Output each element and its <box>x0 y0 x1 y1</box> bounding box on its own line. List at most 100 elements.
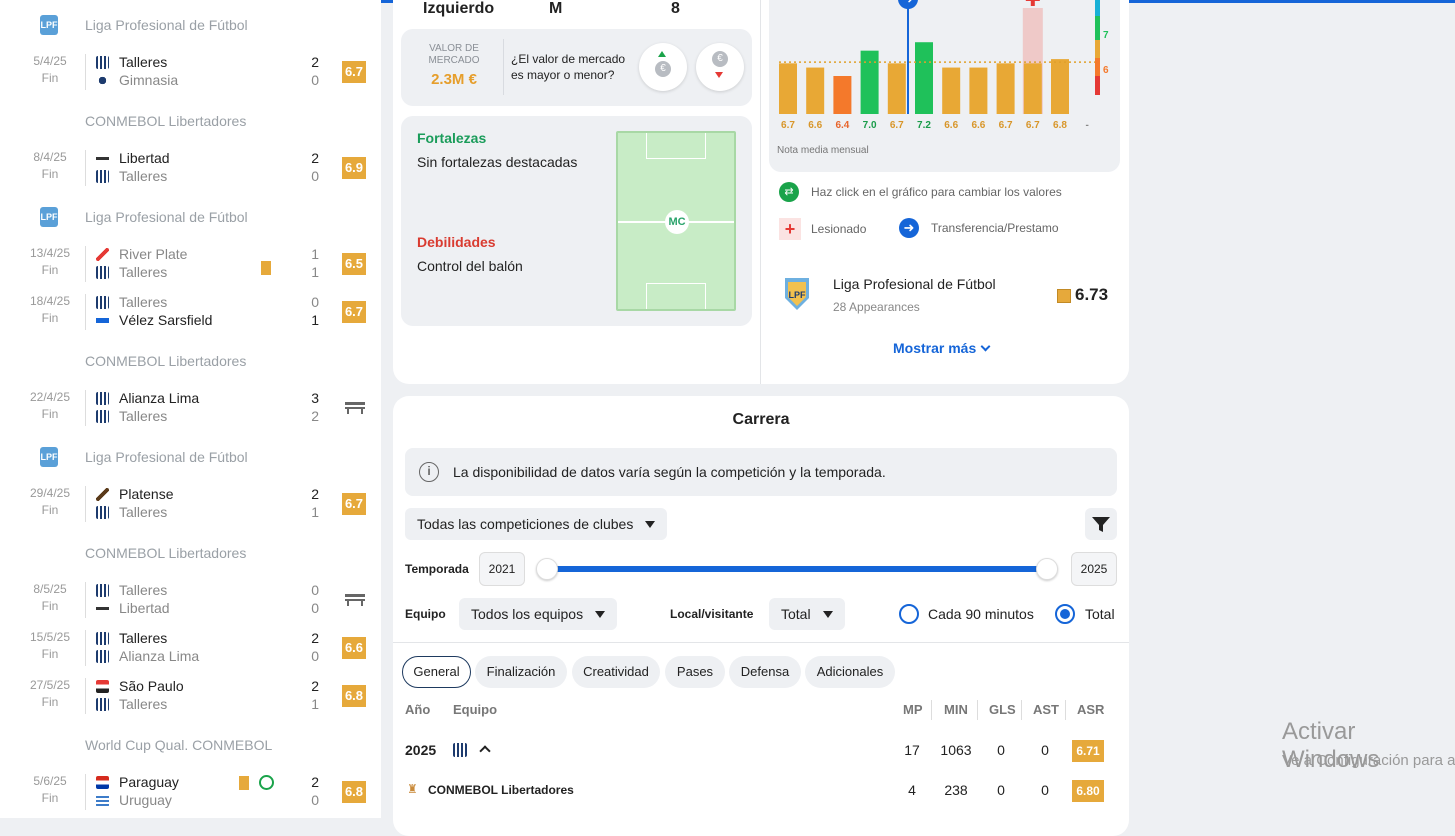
match-row[interactable]: 5/4/25 Fin Talleres Gimnasia 2 0 6.7 <box>0 48 381 96</box>
transfer-arrow-icon: ➜ <box>899 218 919 238</box>
higher-value-button[interactable]: € <box>639 43 687 91</box>
divider <box>393 642 1129 643</box>
tab-pases[interactable]: Pases <box>665 656 725 688</box>
competition-logo-icon: ◈ <box>45 739 53 750</box>
season-slider-start-handle[interactable] <box>536 558 558 580</box>
match-status: Fin <box>41 503 59 517</box>
competition-header[interactable]: ♜ CONMEBOL Libertadores <box>0 101 381 141</box>
rating-bar <box>779 63 797 114</box>
per90-radio[interactable] <box>899 604 919 624</box>
away-score: 1 <box>311 312 319 328</box>
divider <box>85 390 86 426</box>
tab-finalizacion[interactable]: Finalización <box>475 656 567 688</box>
team-crest-icon <box>96 505 109 519</box>
match-date: 8/5/25 <box>33 582 67 596</box>
player-rating-badge: 6.6 <box>342 637 366 659</box>
season-from[interactable]: 2021 <box>479 552 525 586</box>
total-label: Total <box>1085 606 1115 622</box>
match-status: Fin <box>41 311 59 325</box>
match-row[interactable]: 15/5/25 Fin Talleres Alianza Lima 2 0 6.6 <box>0 624 381 672</box>
home-score: 1 <box>311 246 319 262</box>
home-score: 2 <box>311 54 319 70</box>
bench-icon <box>345 592 365 606</box>
windows-activation-title: Activar Windows <box>1282 718 1380 773</box>
tab-defensa[interactable]: Defensa <box>729 656 801 688</box>
match-row[interactable]: 29/4/25 Fin Platense Talleres 2 1 6.7 <box>0 480 381 528</box>
away-team-name: Talleres <box>119 168 168 184</box>
team-crest-icon <box>96 169 109 183</box>
arrow-down-icon <box>715 72 723 78</box>
season-range-track[interactable] <box>547 566 1039 572</box>
bar-value-label: 6.6 <box>808 120 822 131</box>
match-row[interactable]: 8/4/25 Fin Libertad Talleres 2 0 6.9 <box>0 144 381 192</box>
match-date: 8/4/25 <box>33 150 67 164</box>
team-crest-icon <box>96 679 109 693</box>
rating-bar <box>806 67 825 114</box>
competition-header[interactable]: ♜ CONMEBOL Libertadores <box>0 533 381 573</box>
monthly-rating-chart[interactable]: 6.7 6.6 6.4 7.0 6.7 7.2 6.6 6.6 6.7 6.7 6.8 - ➜ 8 7 6 N… <box>769 0 1120 172</box>
competition-header[interactable]: ♜ CONMEBOL Libertadores <box>0 341 381 381</box>
competition-select[interactable]: Todas las competiciones de clubes <box>405 508 668 540</box>
season-to[interactable]: 2025 <box>1071 552 1117 586</box>
competition-logo-icon: LPF <box>40 15 58 35</box>
legend-transfer: ➜ Transferencia/Prestamo <box>899 218 1059 238</box>
divider <box>85 294 86 330</box>
match-row[interactable]: 13/4/25 Fin River Plate Talleres 1 1 6.5 <box>0 240 381 288</box>
strengths-text: Sin fortalezas destacadas <box>417 154 578 170</box>
team-select[interactable]: Todos los equipos <box>459 598 618 630</box>
competition-header[interactable]: LPF Liga Profesional de Fútbol <box>0 5 381 45</box>
team-crest-icon <box>96 313 109 327</box>
match-status: Fin <box>41 167 59 181</box>
home-team-name: Talleres <box>119 294 168 310</box>
row-ast: 0 <box>1041 782 1049 798</box>
divider <box>85 246 86 282</box>
y-tick-label: 8 <box>1103 0 1109 1</box>
home-score: 2 <box>311 486 319 502</box>
rating-bar <box>887 63 906 114</box>
tab-general[interactable]: General <box>402 656 471 688</box>
competition-header[interactable]: ◈ World Cup Qual. CONMEBOL <box>0 725 381 765</box>
competition-header[interactable]: LPF Liga Profesional de Fútbol <box>0 437 381 477</box>
competition-logo-icon: ♜ <box>44 115 54 126</box>
away-score: 0 <box>311 600 319 616</box>
away-score: 1 <box>311 504 319 520</box>
goal-ball-icon <box>259 775 274 790</box>
match-status: Fin <box>41 647 59 661</box>
tab-creatividad[interactable]: Creatividad <box>572 656 660 688</box>
venue-select[interactable]: Total <box>769 598 845 630</box>
match-row[interactable]: 18/4/25 Fin Talleres Vélez Sarsfield 0 1… <box>0 288 381 336</box>
show-more-link[interactable]: Mostrar más <box>893 340 991 356</box>
rating-bar <box>942 67 961 114</box>
tab-adicionales[interactable]: Adicionales <box>805 656 895 688</box>
season-slider-end-handle[interactable] <box>1036 558 1058 580</box>
windows-activation-subtitle: Ve a Configuración para activar Windows. <box>1282 752 1455 769</box>
match-row[interactable]: 27/5/25 Fin São Paulo Talleres 2 1 6.8 <box>0 672 381 720</box>
bar-value-label: 6.6 <box>971 120 985 131</box>
competition-header[interactable]: LPF Liga Profesional de Fútbol <box>0 197 381 237</box>
yellow-card-icon <box>261 261 271 275</box>
filter-button[interactable] <box>1085 508 1117 540</box>
match-row[interactable]: 8/5/25 Fin Talleres Libertad 0 0 <box>0 576 381 624</box>
rating-bar <box>860 50 879 114</box>
home-team: Talleres <box>96 54 167 70</box>
chevron-up-icon[interactable] <box>479 745 491 757</box>
header-gls: GLS <box>989 702 1016 717</box>
bar-value-label: 6.7 <box>781 120 795 131</box>
total-radio[interactable] <box>1055 604 1075 624</box>
competition-name: CONMEBOL Libertadores <box>85 113 247 129</box>
lower-value-button[interactable]: € <box>696 43 744 91</box>
row-asr-badge: 6.71 <box>1072 740 1104 762</box>
venue-label: Local/visitante <box>670 607 754 621</box>
scale-band-low <box>1095 58 1100 76</box>
match-row[interactable]: 22/4/25 Fin Alianza Lima Talleres 3 2 <box>0 384 381 432</box>
team-crest-icon <box>96 73 109 87</box>
team-crest-icon <box>96 583 109 597</box>
header-separator <box>1065 700 1066 720</box>
match-status: Fin <box>41 695 59 709</box>
market-value-box: VALOR DE MERCADO 2.3M € ¿El valor de mer… <box>401 29 752 106</box>
home-team: Talleres <box>96 294 167 310</box>
team-crest-icon <box>96 631 109 645</box>
chart-svg[interactable]: 6.7 6.6 6.4 7.0 6.7 7.2 6.6 6.6 6.7 6.7 6.8 - ➜ 8 7 6 <box>769 0 1120 172</box>
match-row[interactable]: 5/6/25 Fin Paraguay Uruguay 2 0 6.8 <box>0 768 381 816</box>
preferred-foot: Izquierdo <box>423 0 495 17</box>
